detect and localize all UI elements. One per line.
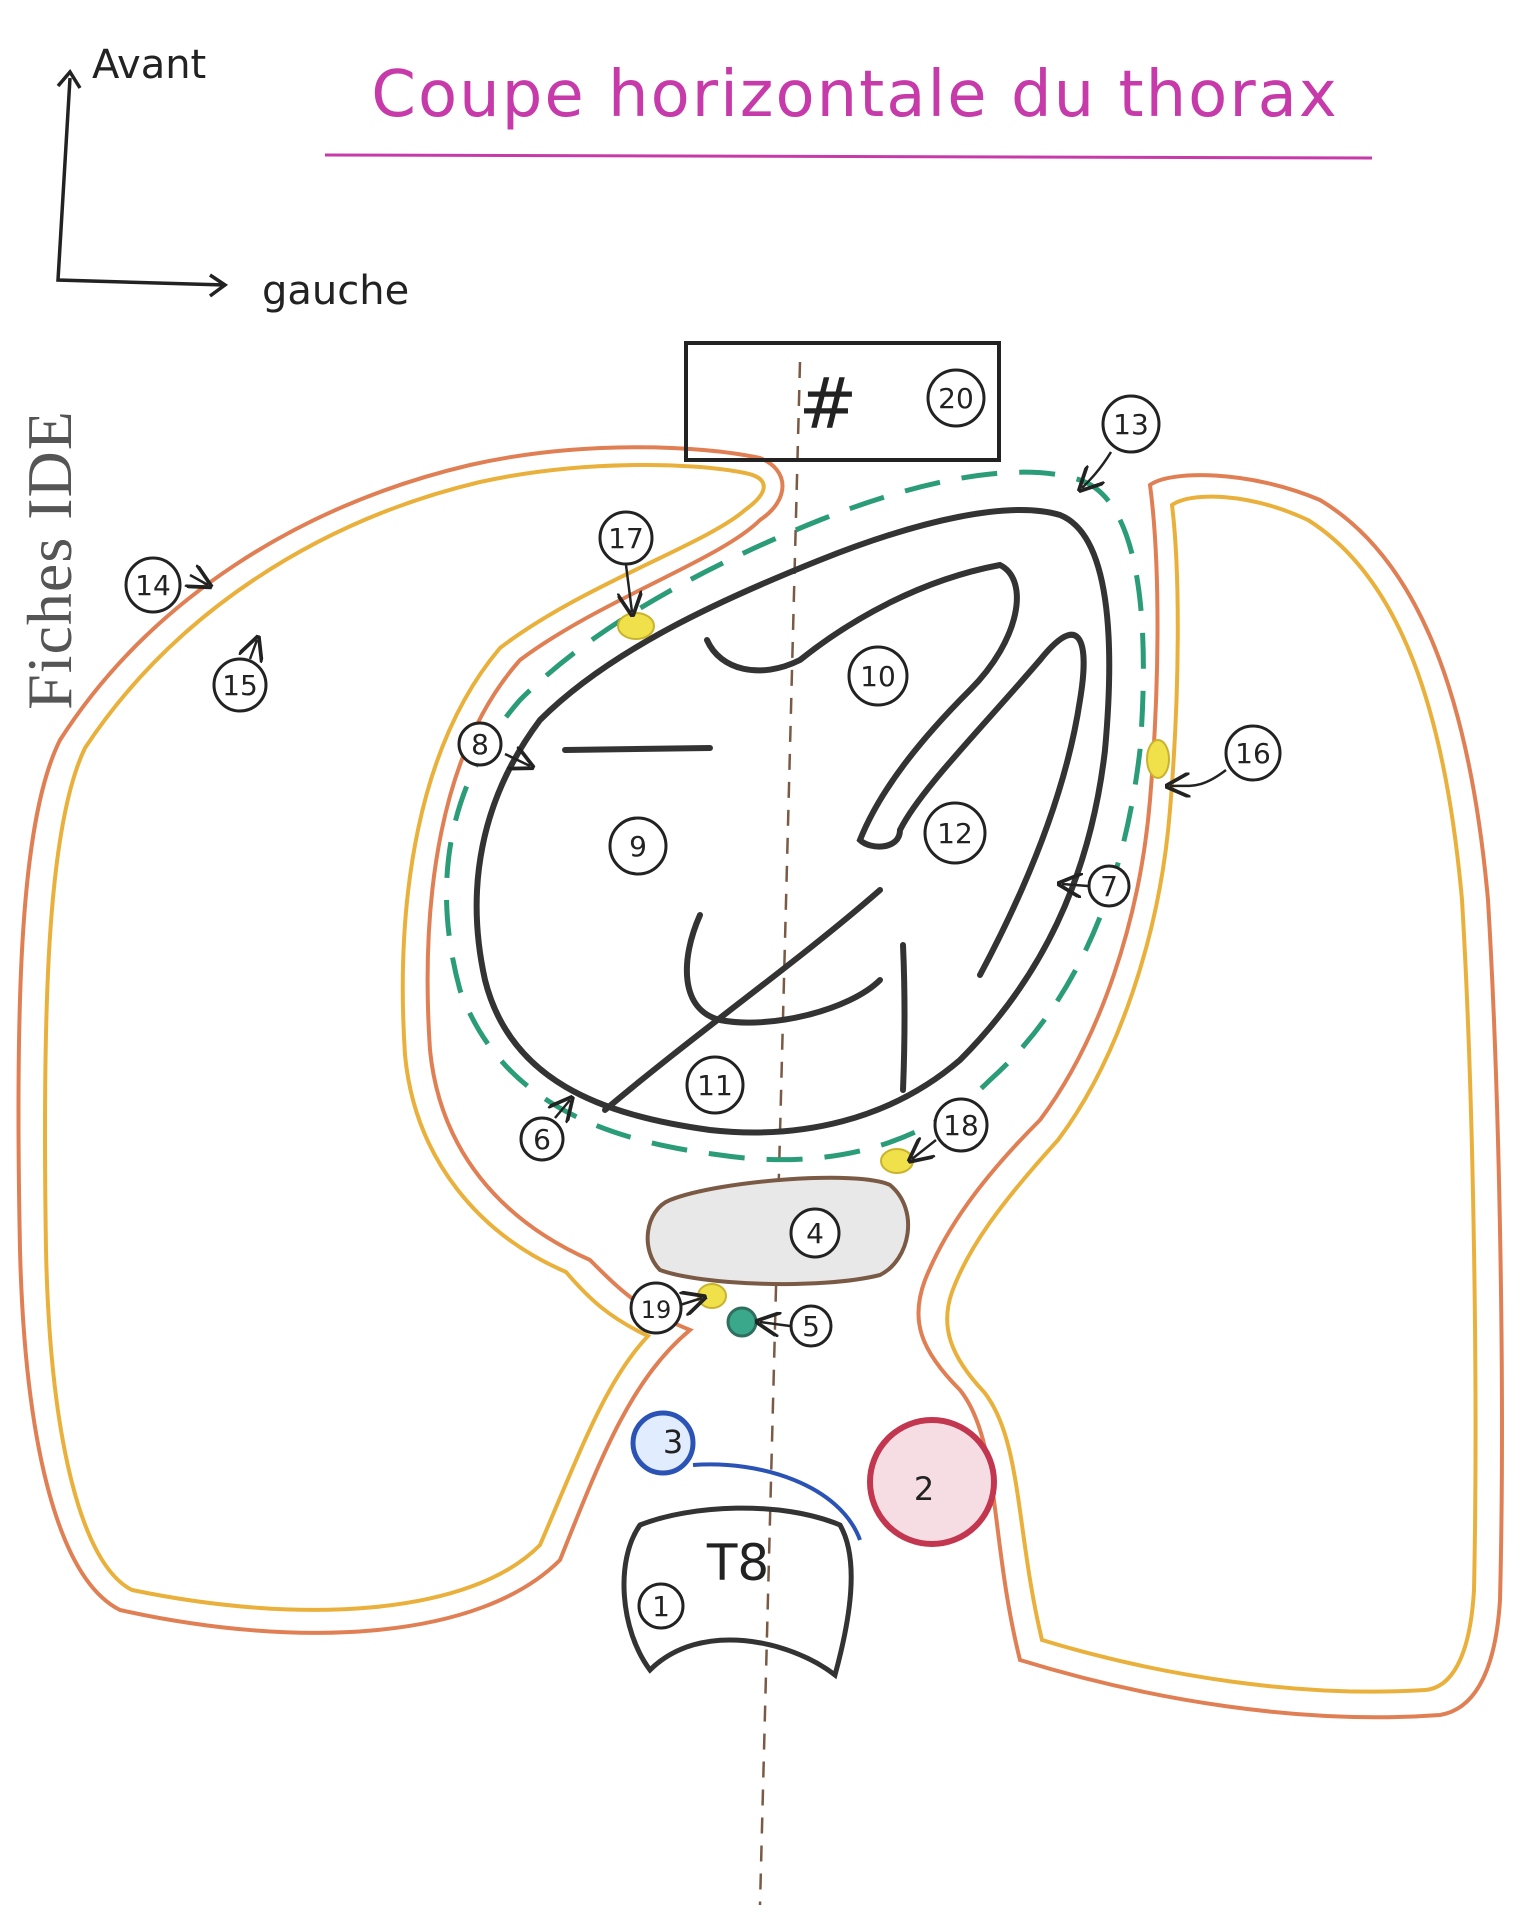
title-underline <box>324 153 1373 160</box>
label-11: 11 <box>697 1069 733 1102</box>
label-13: 13 <box>1113 408 1149 441</box>
heart-septa <box>562 561 1087 1113</box>
lymph-node-16 <box>1146 739 1170 779</box>
label-17: 17 <box>608 522 644 555</box>
vertebra-label: T8 <box>706 1534 769 1592</box>
left-axis-label: gauche <box>262 268 410 314</box>
label-6: 6 <box>533 1123 551 1156</box>
heart-outline <box>473 507 1113 1136</box>
label-4: 4 <box>806 1217 824 1250</box>
lymph-node-17 <box>617 612 655 640</box>
label-10: 10 <box>860 660 896 693</box>
label-19: 19 <box>641 1296 672 1324</box>
label-9: 9 <box>629 830 647 863</box>
label-14: 14 <box>135 569 171 602</box>
orientation-axes <box>56 69 229 298</box>
left-pleura-inner <box>945 494 1478 1694</box>
label-18: 18 <box>943 1109 979 1142</box>
label-20: 20 <box>938 382 974 415</box>
label-16: 16 <box>1235 737 1271 770</box>
descending-aorta <box>867 1417 997 1547</box>
label-8: 8 <box>471 728 489 761</box>
azygos-arch <box>692 1462 862 1541</box>
front-axis-label: Avant <box>92 42 207 88</box>
leader-arrows <box>190 451 1227 1326</box>
right-pleura-inner <box>42 463 766 1612</box>
azygos-vein <box>630 1410 696 1476</box>
label-1: 1 <box>652 1590 670 1623</box>
page-title: Coupe horizontale du thorax <box>371 58 1339 132</box>
lymph-node-18 <box>880 1148 914 1174</box>
sternum <box>684 341 1001 462</box>
left-pleura-outer <box>916 473 1504 1720</box>
sternum-symbol: # <box>799 363 858 445</box>
label-7: 7 <box>1100 870 1118 903</box>
label-12: 12 <box>937 817 973 850</box>
thoracic-duct <box>726 1306 758 1338</box>
label-3: 3 <box>663 1423 683 1461</box>
label-2: 2 <box>914 1470 934 1508</box>
label-5: 5 <box>802 1310 820 1343</box>
lymph-node-19 <box>697 1283 727 1309</box>
number-texts: 1 2 3 4 5 6 7 8 9 10 11 12 13 14 15 16 1… <box>135 382 1271 1623</box>
esophagus <box>645 1175 911 1287</box>
vertebra-t8 <box>621 1505 854 1680</box>
label-15: 15 <box>222 669 258 702</box>
number-labels <box>124 368 1282 1630</box>
pericardium <box>444 469 1146 1163</box>
